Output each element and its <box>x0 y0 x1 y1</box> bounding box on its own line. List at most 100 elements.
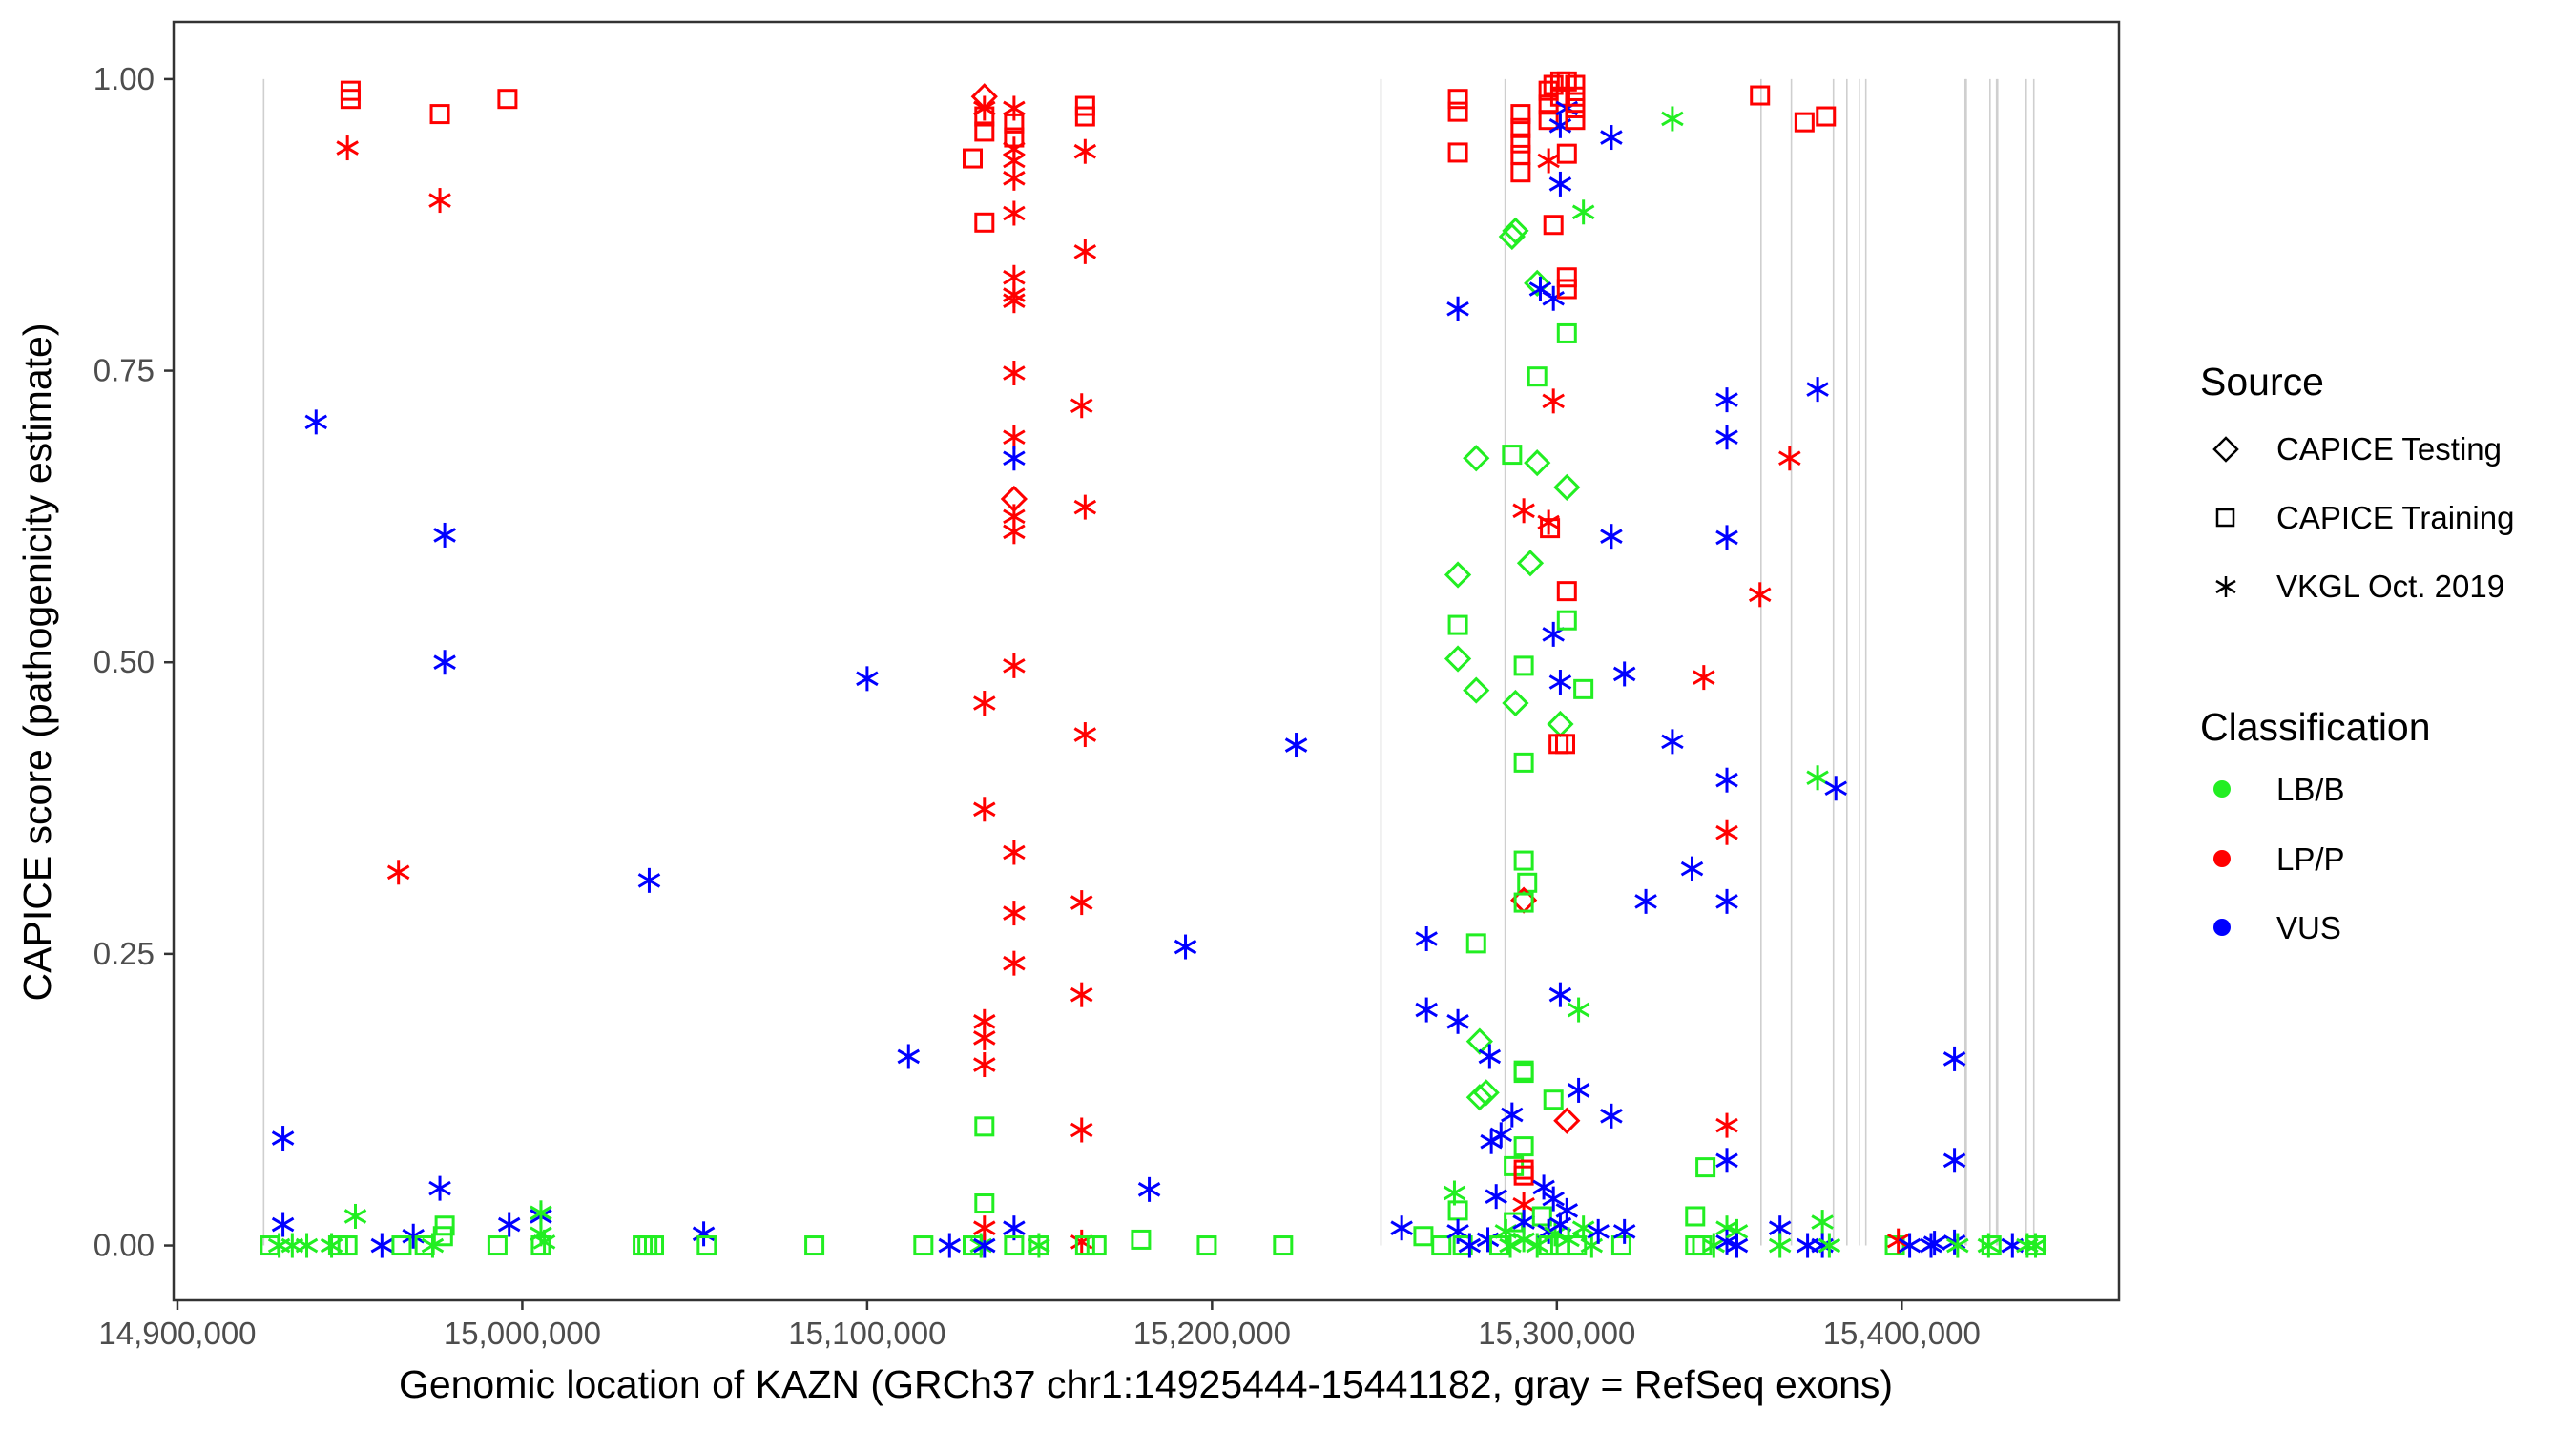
data-point-square <box>434 1215 455 1236</box>
data-point-square <box>1028 1235 1049 1256</box>
data-point-asterisk <box>897 1044 921 1069</box>
data-point-square <box>1567 1235 1588 1256</box>
data-point-asterisk <box>370 1233 394 1258</box>
data-point-square <box>974 212 995 233</box>
data-point-asterisk <box>1070 1117 1093 1143</box>
data-point-asterisk <box>428 1175 451 1201</box>
legend-label: VKGL Oct. 2019 <box>2276 569 2504 604</box>
data-point-square <box>696 1235 717 1256</box>
data-point-asterisk <box>1661 106 1684 132</box>
data-point-asterisk <box>2024 1233 2047 1258</box>
data-point-asterisk <box>1532 1174 1555 1200</box>
data-point-asterisk <box>295 1233 319 1258</box>
data-point-asterisk <box>1898 1233 1922 1258</box>
x-tick-label: 15,200,000 <box>1133 1316 1291 1351</box>
data-point-square <box>1527 366 1548 387</box>
data-point-asterisk <box>1922 1231 1946 1256</box>
data-point-asterisk <box>1811 1210 1834 1235</box>
data-point-square <box>1543 215 1564 236</box>
data-point-square <box>1074 1235 1095 1256</box>
data-point-asterisk <box>1715 387 1738 413</box>
data-point-asterisk <box>1003 95 1026 121</box>
data-point-square <box>1074 95 1095 116</box>
data-point-asterisk <box>973 691 996 716</box>
data-point-square <box>1513 1136 1534 1157</box>
data-point-square <box>974 121 995 142</box>
data-point-square <box>1131 1229 1152 1250</box>
data-point-asterisk <box>1612 1218 1636 1244</box>
data-point-asterisk <box>1489 1122 1513 1148</box>
y-tick-label: 0.50 <box>93 644 155 679</box>
data-point-asterisk <box>1446 296 1469 321</box>
legend-label: VUS <box>2276 910 2341 945</box>
data-point-asterisk <box>1003 519 1026 545</box>
y-axis-title: CAPICE score (pathogenicity estimate) <box>15 323 59 1002</box>
data-point-asterisk <box>428 188 451 214</box>
data-point-square <box>337 1235 358 1256</box>
data-point-square <box>1502 445 1523 466</box>
data-point-square <box>1513 850 1534 871</box>
data-point-asterisk <box>1693 665 1715 691</box>
data-point-diamond <box>1502 217 1529 244</box>
data-point-square <box>1565 74 1586 95</box>
data-point-diamond <box>1524 449 1551 477</box>
data-point-diamond <box>1465 1027 1493 1055</box>
green-dot-icon <box>2213 780 2231 798</box>
data-point-diamond <box>1465 1084 1493 1111</box>
data-points <box>260 71 2047 1258</box>
asterisk-icon <box>2215 576 2236 597</box>
data-point-square <box>1196 1235 1217 1256</box>
data-point-asterisk <box>1512 498 1535 524</box>
data-point-asterisk <box>1548 670 1572 695</box>
data-point-diamond <box>1553 1107 1581 1134</box>
data-point-square <box>340 89 361 110</box>
data-point-square <box>1004 113 1025 134</box>
data-point-asterisk <box>304 409 328 435</box>
data-point-asterisk <box>1715 819 1738 845</box>
x-tick-label: 14,900,000 <box>98 1316 256 1351</box>
x-axis: 14,900,000 15,000,000 15,100,000 15,200,000… <box>98 1300 1981 1351</box>
data-point-square <box>963 148 984 169</box>
data-point-asterisk <box>1768 1233 1792 1258</box>
data-point-square <box>1685 1206 1706 1227</box>
data-point-square <box>974 106 995 127</box>
data-point-asterisk <box>1070 982 1093 1007</box>
red-dot-icon <box>2213 850 2231 867</box>
data-point-square <box>487 1235 508 1256</box>
data-point-asterisk <box>1600 125 1623 151</box>
data-point-asterisk <box>1003 653 1026 678</box>
data-point-diamond <box>1444 645 1472 673</box>
data-point-asterisk <box>1526 1233 1548 1258</box>
data-point-square <box>644 1235 665 1256</box>
data-point-square <box>1543 1089 1564 1110</box>
data-point-asterisk <box>1587 1218 1610 1244</box>
data-point-square <box>1004 1235 1025 1256</box>
data-point-asterisk <box>421 1233 445 1258</box>
data-point-square <box>1556 267 1577 288</box>
data-point-asterisk <box>1501 1102 1524 1128</box>
data-point-asterisk <box>1512 1227 1535 1253</box>
data-point-asterisk <box>1555 1197 1579 1223</box>
data-point-asterisk <box>1390 1215 1413 1241</box>
data-point-asterisk <box>938 1233 962 1258</box>
data-point-asterisk <box>433 522 456 548</box>
data-point-asterisk <box>343 1203 367 1229</box>
x-tick-label: 15,400,000 <box>1823 1316 1981 1351</box>
legend-source: Source CAPICE Testing CAPICE Training VK… <box>2200 360 2514 604</box>
data-point-square <box>1074 106 1095 127</box>
data-point-asterisk <box>1458 1233 1482 1258</box>
data-point-square <box>1695 1157 1716 1178</box>
data-point-asterisk <box>1946 1233 1969 1258</box>
legend-classification-title: Classification <box>2200 705 2431 749</box>
data-point-asterisk <box>1499 1233 1522 1258</box>
data-point-square <box>1610 1235 1631 1256</box>
data-point-square <box>432 1226 453 1247</box>
data-point-asterisk <box>1571 199 1595 225</box>
data-point-asterisk <box>1571 1215 1595 1241</box>
data-point-square <box>1447 142 1468 163</box>
legend-item-lp-p: LP/P <box>2213 841 2345 877</box>
data-point-square <box>1565 110 1586 131</box>
data-point-asterisk <box>1942 1148 1966 1173</box>
data-point-asterisk <box>1715 888 1738 914</box>
